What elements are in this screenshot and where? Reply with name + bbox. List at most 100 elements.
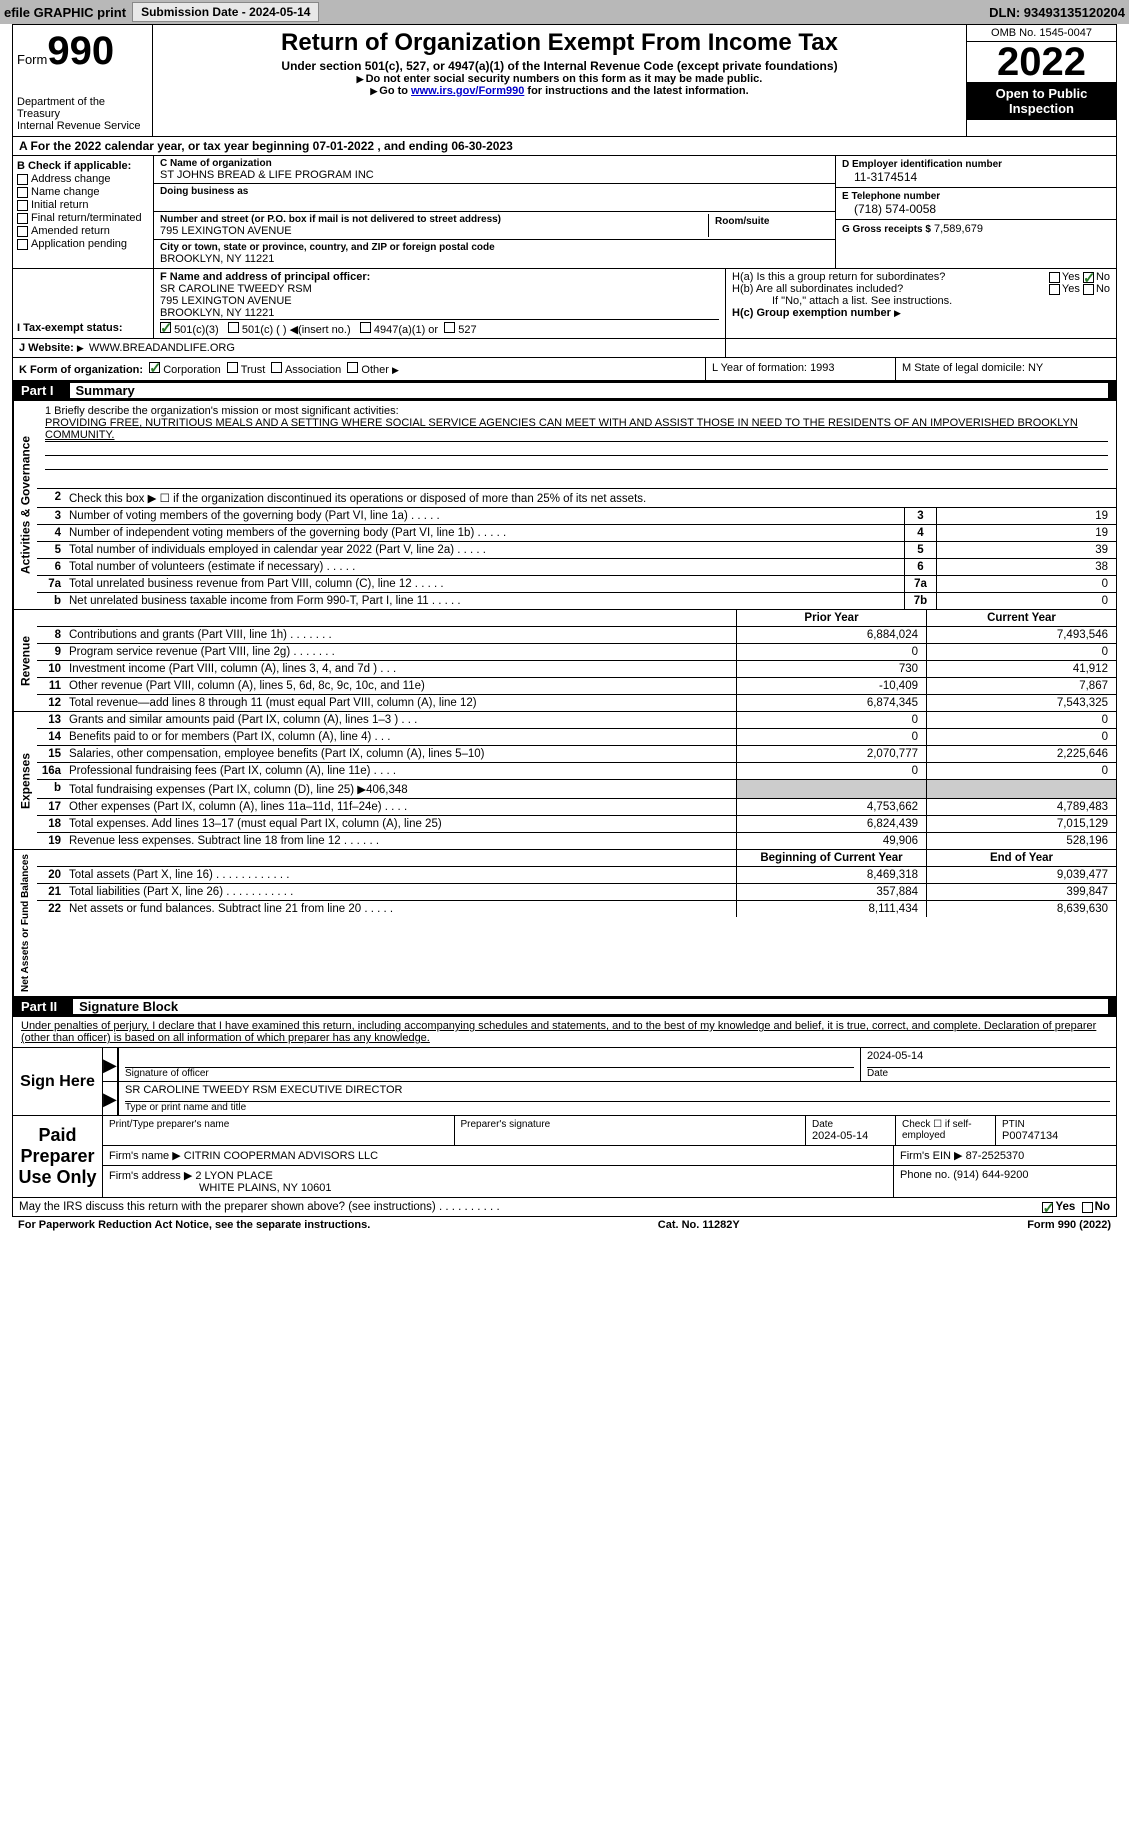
- part-2-num: Part II: [21, 999, 57, 1014]
- firm-ein-value: 87-2525370: [966, 1150, 1025, 1162]
- line-20: 20Total assets (Part X, line 16) . . . .…: [37, 867, 1116, 884]
- page-footer: For Paperwork Reduction Act Notice, see …: [12, 1217, 1117, 1233]
- checkbox-discuss-yes[interactable]: [1042, 1202, 1053, 1213]
- line-22: 22Net assets or fund balances. Subtract …: [37, 901, 1116, 917]
- form-title: Return of Organization Exempt From Incom…: [161, 29, 958, 57]
- checkbox-ha-yes[interactable]: [1049, 272, 1060, 283]
- irs-link[interactable]: www.irs.gov/Form990: [411, 85, 524, 97]
- mission-label: 1 Briefly describe the organization's mi…: [45, 405, 1108, 417]
- line-19: 19Revenue less expenses. Subtract line 1…: [37, 833, 1116, 849]
- ptin-label: PTIN: [1002, 1119, 1110, 1130]
- footer-left: For Paperwork Reduction Act Notice, see …: [18, 1219, 370, 1231]
- checkbox-hb-no[interactable]: [1083, 284, 1094, 295]
- line-21: 21Total liabilities (Part X, line 26) . …: [37, 884, 1116, 901]
- form-header: Form990 Department of the TreasuryIntern…: [12, 24, 1117, 137]
- checkbox-discuss-no[interactable]: [1082, 1202, 1093, 1213]
- checkbox-name-change[interactable]: [17, 187, 28, 198]
- line-13: 13Grants and similar amounts paid (Part …: [37, 712, 1116, 729]
- checkbox-ha-no[interactable]: [1083, 272, 1094, 283]
- street-value: 795 LEXINGTON AVENUE: [160, 225, 708, 237]
- officer-name-title: SR CAROLINE TWEEDY RSM EXECUTIVE DIRECTO…: [125, 1084, 1110, 1102]
- summary-netassets: Net Assets or Fund Balances Beginning of…: [12, 850, 1117, 997]
- checkbox-final-return[interactable]: [17, 213, 28, 224]
- form-word: Form: [17, 52, 47, 67]
- line-4: 4Number of independent voting members of…: [37, 525, 1116, 542]
- checkbox-501c-other[interactable]: [228, 322, 239, 333]
- part-2-header: Part II Signature Block: [12, 997, 1117, 1017]
- arrow-icon: ▶: [103, 1082, 119, 1115]
- checkbox-501c3[interactable]: [160, 322, 171, 333]
- sig-officer-label: Signature of officer: [125, 1068, 854, 1079]
- checkbox-other[interactable]: [347, 362, 358, 373]
- open-to-public: Open to Public Inspection: [967, 82, 1116, 120]
- h-c-label: H(c) Group exemption number: [732, 307, 891, 319]
- firm-ein-label: Firm's EIN ▶: [900, 1150, 963, 1162]
- header-left: Form990 Department of the TreasuryIntern…: [13, 25, 153, 136]
- line-18: 18Total expenses. Add lines 13–17 (must …: [37, 816, 1116, 833]
- checkbox-hb-yes[interactable]: [1049, 284, 1060, 295]
- sig-date-label: Date: [867, 1068, 1110, 1079]
- vert-label-revenue: Revenue: [13, 610, 37, 711]
- room-label: Room/suite: [715, 216, 823, 227]
- section-b-through-g: B Check if applicable: Address change Na…: [12, 156, 1117, 269]
- fin-header-row: Prior Year Current Year: [37, 610, 1116, 627]
- firm-addr-label: Firm's address ▶: [109, 1170, 192, 1182]
- box-f: F Name and address of principal officer:…: [153, 269, 726, 338]
- section-k-l-m: K Form of organization: Corporation Trus…: [12, 358, 1117, 381]
- checkbox-trust[interactable]: [227, 362, 238, 373]
- arrow-icon: ▶: [103, 1048, 119, 1081]
- sig-date-value: 2024-05-14: [867, 1050, 1110, 1068]
- checkbox-527[interactable]: [444, 322, 455, 333]
- box-b: B Check if applicable: Address change Na…: [13, 156, 153, 268]
- footer-mid: Cat. No. 11282Y: [658, 1219, 740, 1231]
- firm-phone-value: (914) 644-9200: [953, 1169, 1028, 1181]
- officer-addr2: BROOKLYN, NY 11221: [160, 307, 719, 319]
- box-c: C Name of organization ST JOHNS BREAD & …: [153, 156, 836, 268]
- year-formation-label: L Year of formation:: [712, 362, 807, 374]
- phone-value: (718) 574-0058: [842, 202, 1110, 216]
- prep-date-label: Date: [812, 1119, 889, 1130]
- checkbox-4947[interactable]: [360, 322, 371, 333]
- year-formation-value: 1993: [810, 362, 834, 374]
- preparer-sig-label: Preparer's signature: [461, 1119, 800, 1130]
- box-b-label: B Check if applicable:: [17, 160, 149, 172]
- officer-addr1: 795 LEXINGTON AVENUE: [160, 295, 719, 307]
- firm-addr-2: WHITE PLAINS, NY 10601: [109, 1182, 331, 1194]
- checkbox-application[interactable]: [17, 239, 28, 250]
- summary-governance: Activities & Governance 1 Briefly descri…: [12, 401, 1117, 610]
- summary-expenses: Expenses 13Grants and similar amounts pa…: [12, 712, 1117, 850]
- submission-date-button[interactable]: Submission Date - 2024-05-14: [132, 2, 319, 22]
- form-990-container: Form990 Department of the TreasuryIntern…: [0, 24, 1129, 1245]
- checkbox-initial-return[interactable]: [17, 200, 28, 211]
- footer-right: Form 990 (2022): [1027, 1219, 1111, 1231]
- checkbox-assoc[interactable]: [271, 362, 282, 373]
- line-3: 3Number of voting members of the governi…: [37, 508, 1116, 525]
- form-org-label: K Form of organization:: [19, 364, 143, 376]
- current-year-header: Current Year: [926, 610, 1116, 626]
- h-b-label: H(b) Are all subordinates included?: [732, 283, 1049, 295]
- line-14: 14Benefits paid to or for members (Part …: [37, 729, 1116, 746]
- header-right: OMB No. 1545-0047 2022 Open to Public In…: [966, 25, 1116, 136]
- prior-year-header: Prior Year: [736, 610, 926, 626]
- mission-text: PROVIDING FREE, NUTRITIOUS MEALS AND A S…: [45, 417, 1108, 442]
- checkbox-corp[interactable]: [149, 362, 160, 373]
- city-label: City or town, state or province, country…: [160, 242, 829, 253]
- paid-preparer-block: Paid Preparer Use Only Print/Type prepar…: [12, 1116, 1117, 1198]
- line-12: 12Total revenue—add lines 8 through 11 (…: [37, 695, 1116, 711]
- firm-addr-1: 2 LYON PLACE: [195, 1170, 272, 1182]
- efile-label: efile GRAPHIC print: [4, 5, 126, 20]
- checkbox-amended[interactable]: [17, 226, 28, 237]
- line-11: 11Other revenue (Part VIII, column (A), …: [37, 678, 1116, 695]
- print-preparer-label: Print/Type preparer's name: [109, 1119, 448, 1130]
- website-label: J Website:: [19, 342, 74, 354]
- org-name-label: C Name of organization: [160, 158, 829, 169]
- ptin-value: P00747134: [1002, 1130, 1110, 1142]
- line-17: 17Other expenses (Part IX, column (A), l…: [37, 799, 1116, 816]
- discuss-text: May the IRS discuss this return with the…: [19, 1201, 1042, 1213]
- top-bar: efile GRAPHIC print Submission Date - 20…: [0, 0, 1129, 24]
- dln-label: DLN: 93493135120204: [989, 5, 1125, 20]
- form-subtitle-1: Under section 501(c), 527, or 4947(a)(1)…: [161, 59, 958, 73]
- checkbox-address-change[interactable]: [17, 174, 28, 185]
- self-employed-check: Check ☐ if self-employed: [896, 1116, 996, 1145]
- state-domicile-value: NY: [1028, 362, 1043, 374]
